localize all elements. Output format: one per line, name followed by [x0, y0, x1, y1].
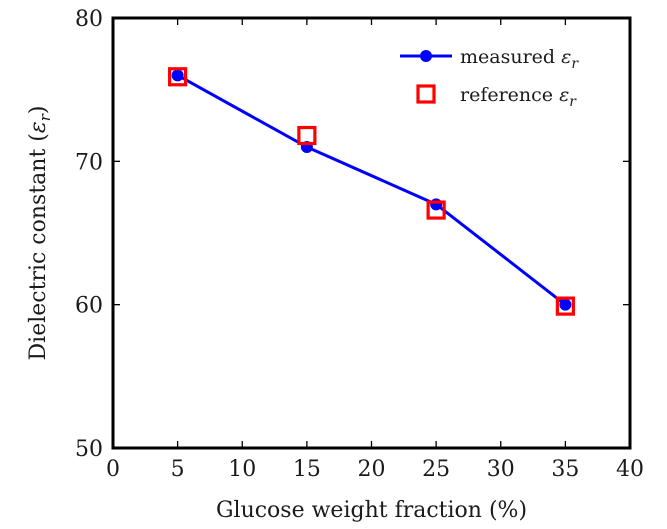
x-tick-label-0: 0 — [106, 457, 120, 482]
legend-measured-marker — [420, 50, 432, 62]
legend-reference-label: reference εr — [460, 84, 577, 110]
reference-point-5 — [168, 67, 188, 87]
legend-reference-marker — [416, 84, 436, 104]
y-axis-title-subscript: r — [36, 113, 54, 121]
legend-reference-text: reference — [460, 84, 559, 106]
x-tick-label-15: 15 — [293, 457, 321, 482]
y-axis-title-suffix: ) — [26, 106, 51, 115]
measured-point-25 — [430, 198, 443, 211]
ticks-layer: 0 5 10 15 20 25 30 35 40 50 60 70 80 — [75, 7, 644, 482]
x-tick-label-40: 40 — [616, 457, 644, 482]
x-tick-label-20: 20 — [358, 457, 386, 482]
x-tick-label-5: 5 — [171, 457, 185, 482]
measured-point-5 — [171, 69, 184, 82]
x-tick-label-35: 35 — [551, 457, 579, 482]
legend-measured-symbol: ε — [561, 46, 571, 68]
reference-point-15 — [297, 125, 317, 146]
legend-reference-subscript: r — [569, 94, 577, 110]
y-tick-label-50: 50 — [75, 437, 103, 462]
x-tick-label-10: 10 — [228, 457, 256, 482]
y-tick-label-70: 70 — [75, 150, 103, 175]
x-tick-label-30: 30 — [487, 457, 515, 482]
reference-point-25 — [426, 200, 446, 220]
x-tick-label-25: 25 — [422, 457, 450, 482]
reference-point-35 — [555, 296, 575, 316]
x-axis-title: Glucose weight fraction (%) — [216, 498, 527, 523]
legend-measured-subscript: r — [571, 56, 579, 72]
legend-measured-text: measured — [460, 46, 561, 68]
legend-reference-symbol: ε — [559, 84, 569, 106]
plot-frame — [111, 16, 632, 450]
y-axis-title-symbol: ε — [26, 121, 51, 133]
y-tick-label-60: 60 — [75, 294, 103, 319]
legend-measured-label: measured εr — [460, 46, 579, 72]
series-layer — [168, 67, 575, 316]
y-axis-title-prefix: Dielectric constant ( — [26, 133, 51, 360]
y-axis-title: Dielectric constant (εr) — [26, 106, 54, 361]
y-tick-label-80: 80 — [75, 7, 103, 32]
measured-point-35 — [559, 298, 572, 311]
measured-series-line — [176, 74, 567, 306]
